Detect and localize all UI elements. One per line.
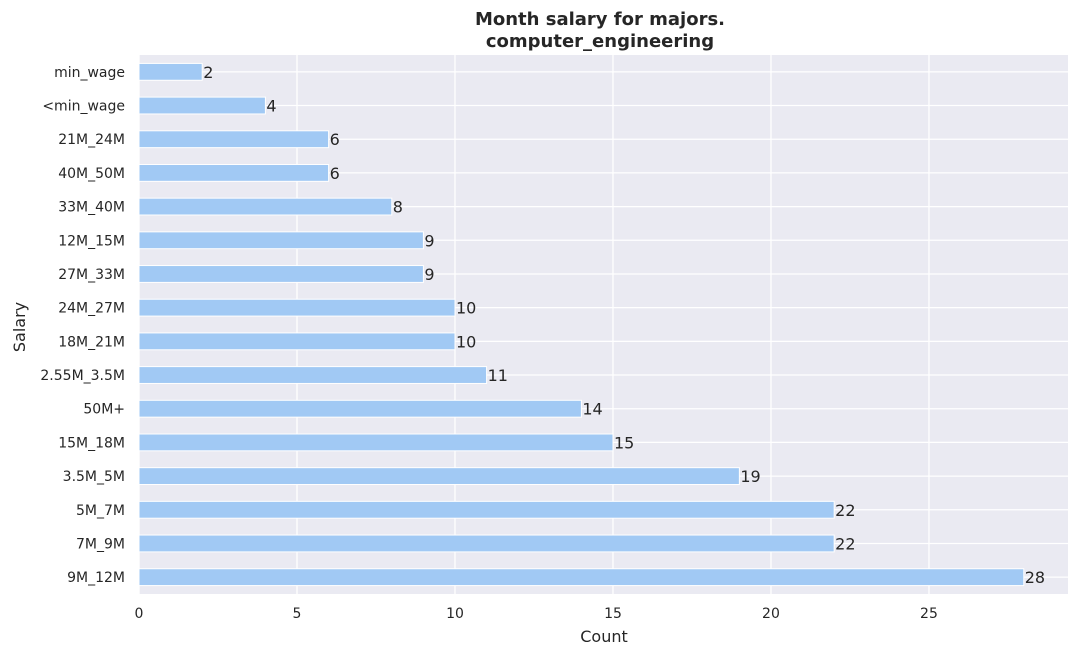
x-tick-label: 15	[604, 606, 622, 622]
data-label: 11	[488, 366, 508, 385]
y-tick-label: 18M_21M	[58, 334, 125, 350]
y-tick-label: 2.55M_3.5M	[40, 368, 125, 384]
bar-27M_33M	[138, 265, 424, 283]
y-tick-label: <min_wage	[42, 99, 125, 115]
data-label: 9	[424, 231, 434, 250]
data-label: 6	[330, 164, 340, 183]
y-tick-label: 9M_12M	[67, 570, 125, 586]
data-label: 6	[330, 130, 340, 149]
chart-title-line2: computer_engineering	[486, 31, 714, 52]
y-tick-labels: min_wage <min_wage 21M_24M 40M_50M 33M_40M 12…	[40, 65, 125, 586]
y-tick-label: 7M_9M	[76, 536, 125, 552]
y-tick-label: 21M_24M	[58, 132, 125, 148]
x-tick-label: 20	[762, 606, 780, 622]
y-tick-label: 50M+	[83, 402, 125, 418]
data-label: 28	[1025, 568, 1045, 587]
x-tick-labels: 0 5 10 15 20 25	[135, 606, 938, 622]
y-tick-label: 24M_27M	[58, 301, 125, 317]
bar-15M_18M	[138, 433, 614, 452]
x-tick-label: 5	[293, 606, 302, 622]
bar-9M_12M	[138, 568, 1025, 587]
data-label: 2	[203, 63, 213, 82]
bar-2.55M_3.5M	[138, 366, 488, 384]
x-tick-label: 0	[135, 606, 144, 622]
y-tick-label: min_wage	[54, 65, 125, 81]
bar-5M_7M	[138, 500, 835, 519]
y-axis-label: Salary	[10, 302, 29, 352]
data-label: 22	[835, 534, 855, 553]
y-tick-label: 27M_33M	[58, 267, 125, 283]
bar-33M_40M	[138, 197, 393, 216]
y-tick-label: 40M_50M	[58, 166, 125, 182]
bar-<min_wage	[138, 96, 266, 115]
bar-12M_15M	[138, 231, 424, 250]
data-label: 8	[393, 198, 403, 217]
bar-40M_50M	[138, 163, 330, 182]
bar-18M_21M	[138, 332, 456, 351]
x-tick-label: 25	[920, 606, 938, 622]
data-label: 10	[456, 332, 476, 351]
x-axis-label: Count	[580, 627, 628, 646]
data-label: 4	[266, 97, 276, 116]
bar-3.5M_5M	[138, 467, 740, 486]
data-label: 19	[740, 467, 760, 486]
y-tick-label: 3.5M_5M	[63, 469, 125, 485]
bar-24M_27M	[138, 298, 456, 317]
y-tick-label: 33M_40M	[58, 200, 125, 216]
data-label: 14	[582, 400, 602, 419]
bar-7M_9M	[138, 534, 835, 553]
data-label: 15	[614, 433, 634, 452]
data-label: 9	[424, 265, 434, 284]
y-tick-label: 12M_15M	[58, 233, 125, 249]
y-tick-label: 15M_18M	[58, 435, 125, 451]
data-label: 10	[456, 299, 476, 318]
data-labels: 2 4 6 6 8 9 9 10 10 11 14 15 19 22 22 28	[203, 63, 1045, 587]
bars	[138, 62, 1025, 587]
chart-title-line1: Month salary for majors.	[475, 9, 725, 30]
data-label: 22	[835, 501, 855, 520]
bar-min_wage	[138, 62, 203, 81]
bar-21M_24M	[138, 130, 330, 149]
y-tick-label: 5M_7M	[76, 503, 125, 519]
bar-50M+	[138, 399, 582, 418]
x-tick-label: 10	[446, 606, 464, 622]
